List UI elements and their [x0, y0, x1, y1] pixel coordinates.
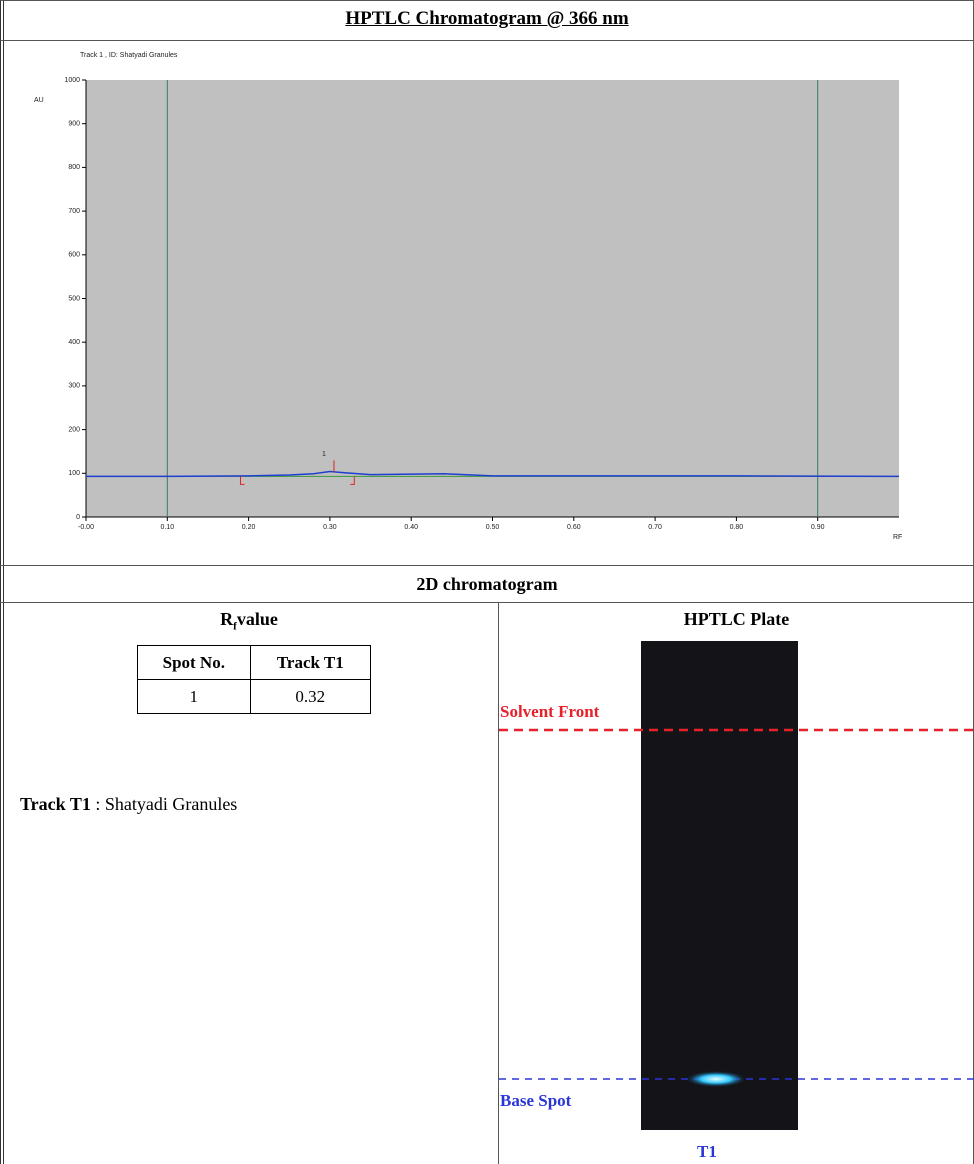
spot	[686, 1071, 746, 1087]
chart-title: Track 1 , ID: Shatyadi Granules	[80, 52, 178, 59]
y-tick-label: 400	[68, 339, 80, 346]
peak-label: 1	[322, 451, 326, 458]
x-tick-label: 0.40	[404, 524, 418, 531]
x-tick-label: 0.70	[648, 524, 662, 531]
x-tick-label: 0.30	[323, 524, 337, 531]
x-axis-label: RF	[893, 534, 902, 541]
plate-image	[499, 602, 974, 1164]
y-tick-label: 800	[68, 164, 80, 171]
y-tick-label: 0	[76, 514, 80, 521]
y-tick-label: 700	[68, 208, 80, 215]
plate	[641, 641, 798, 1130]
x-tick-label: 0.80	[730, 524, 744, 531]
y-tick-label: 300	[68, 383, 80, 390]
y-tick-label: 600	[68, 252, 80, 259]
rf-r: R	[220, 609, 233, 629]
x-tick-label: 0.90	[811, 524, 825, 531]
y-tick-label: 900	[68, 121, 80, 128]
y-tick-label: 200	[68, 426, 80, 433]
page: HPTLC Chromatogram @ 366 nm Track 1 , ID…	[0, 0, 974, 1164]
table-cell: 0.32	[250, 680, 370, 714]
x-tick-label: 0.10	[160, 524, 174, 531]
table-header: Spot No.	[138, 646, 251, 680]
table-header: Track T1	[250, 646, 370, 680]
x-tick-label: 0.60	[567, 524, 581, 531]
rf-heading: Rfvalue	[0, 609, 498, 633]
solvent-front-label: Solvent Front	[500, 702, 599, 722]
rf-rest: value	[237, 609, 278, 629]
x-tick-label: -0.00	[78, 524, 94, 531]
plot-area	[86, 80, 899, 517]
track-note: Track T1 : Shatyadi Granules	[20, 794, 237, 815]
header-title: HPTLC Chromatogram @ 366 nm	[0, 8, 974, 30]
x-tick-label: 0.20	[242, 524, 256, 531]
y-axis-label: AU	[34, 97, 44, 104]
y-tick-label: 1000	[64, 77, 80, 84]
base-spot-label: Base Spot	[500, 1091, 571, 1111]
section-title: 2D chromatogram	[0, 574, 974, 595]
y-tick-label: 500	[68, 295, 80, 302]
track-label: Track T1	[20, 794, 91, 814]
y-tick-label: 100	[68, 470, 80, 477]
track-text: : Shatyadi Granules	[91, 794, 237, 814]
table-cell: 1	[138, 680, 251, 714]
track-id: T1	[697, 1142, 717, 1162]
x-tick-label: 0.50	[486, 524, 500, 531]
chromatogram: Track 1 , ID: Shatyadi Granules AU RF 0 1…	[0, 40, 974, 565]
